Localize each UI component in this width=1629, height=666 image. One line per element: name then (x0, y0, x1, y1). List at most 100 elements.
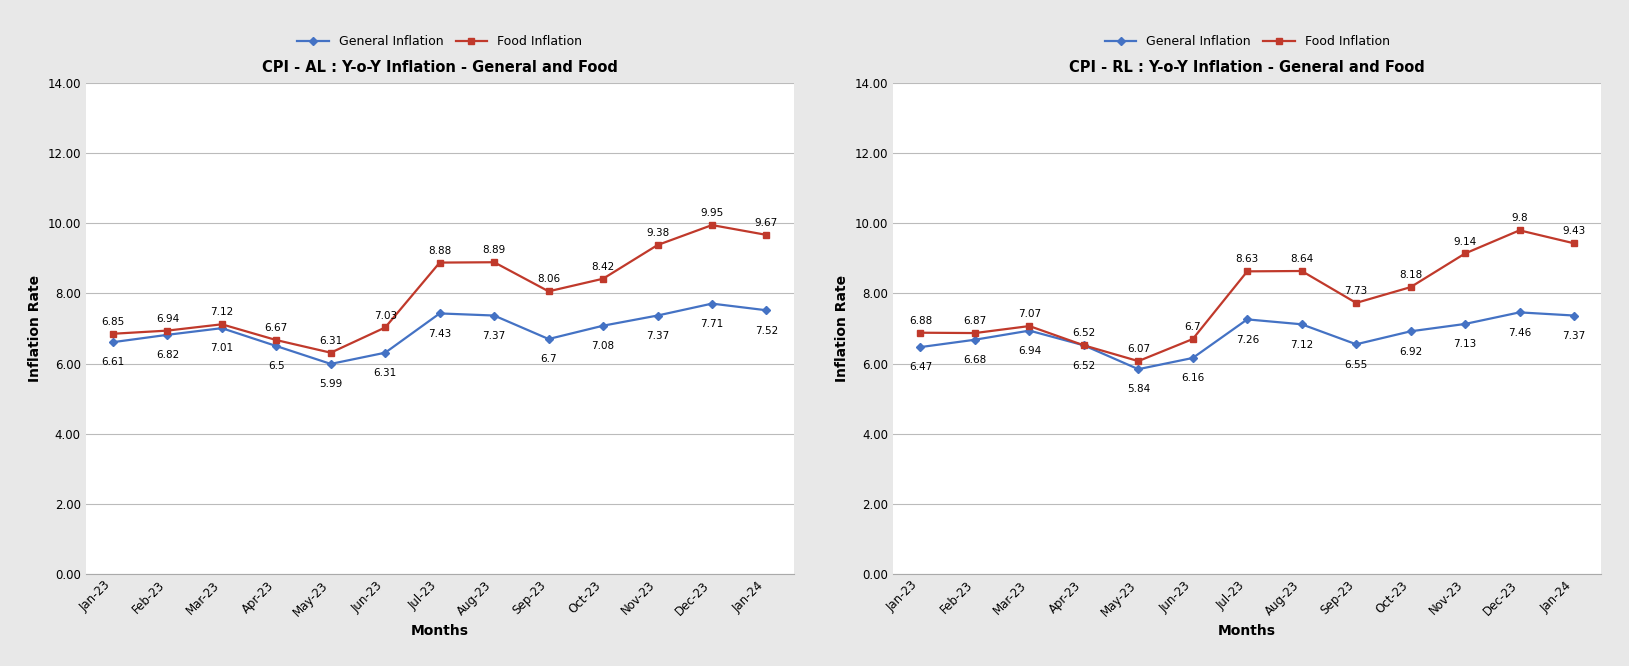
Line: Food Inflation: Food Inflation (109, 222, 769, 356)
Food Inflation (267, 336, 287, 344)
General Inflation (702, 300, 722, 308)
General Inflation (430, 310, 450, 318)
Text: 8.89: 8.89 (482, 245, 505, 255)
Title: CPI - RL : Y-o-Y Inflation - General and Food: CPI - RL : Y-o-Y Inflation - General and… (1069, 60, 1425, 75)
Text: 6.7: 6.7 (1184, 322, 1201, 332)
Text: 6.94: 6.94 (1018, 346, 1041, 356)
Text: 6.82: 6.82 (156, 350, 179, 360)
Text: 6.5: 6.5 (269, 362, 285, 372)
Food Inflation (1129, 357, 1148, 365)
Text: 9.43: 9.43 (1562, 226, 1585, 236)
Text: 6.47: 6.47 (909, 362, 932, 372)
Food Inflation (1510, 226, 1530, 234)
General Inflation (911, 343, 930, 351)
General Inflation (321, 360, 340, 368)
Food Inflation (1401, 283, 1420, 291)
General Inflation (1564, 312, 1583, 320)
Text: 6.67: 6.67 (264, 323, 288, 333)
Food Inflation (593, 274, 613, 282)
General Inflation (648, 312, 668, 320)
Legend: General Inflation, Food Inflation: General Inflation, Food Inflation (292, 31, 586, 53)
Text: 6.94: 6.94 (156, 314, 179, 324)
Food Inflation (911, 329, 930, 337)
Text: 6.7: 6.7 (541, 354, 557, 364)
Text: 9.8: 9.8 (1512, 213, 1528, 223)
Food Inflation (648, 241, 668, 249)
Text: 7.26: 7.26 (1236, 335, 1259, 345)
Text: 6.52: 6.52 (1072, 360, 1095, 370)
Food Inflation (702, 221, 722, 229)
General Inflation (593, 322, 613, 330)
Text: 7.08: 7.08 (591, 341, 614, 351)
Text: 7.03: 7.03 (373, 310, 397, 320)
Text: 7.37: 7.37 (645, 331, 670, 341)
General Inflation (1074, 342, 1093, 350)
Text: 6.61: 6.61 (101, 358, 124, 368)
Text: 7.46: 7.46 (1508, 328, 1531, 338)
Text: 6.87: 6.87 (963, 316, 987, 326)
Y-axis label: Inflation Rate: Inflation Rate (836, 275, 849, 382)
Food Inflation (1238, 267, 1258, 275)
Text: 7.43: 7.43 (428, 329, 451, 339)
Food Inflation (430, 258, 450, 266)
Food Inflation (375, 324, 394, 332)
Y-axis label: Inflation Rate: Inflation Rate (28, 275, 42, 382)
General Inflation (375, 349, 394, 357)
Text: 7.01: 7.01 (210, 344, 233, 354)
Line: General Inflation: General Inflation (109, 300, 769, 367)
Text: 6.85: 6.85 (101, 317, 124, 327)
Text: 7.71: 7.71 (700, 319, 723, 329)
Food Inflation (1020, 322, 1039, 330)
General Inflation (1238, 316, 1258, 324)
Line: Food Inflation: Food Inflation (917, 227, 1577, 364)
Food Inflation (103, 330, 122, 338)
Text: 9.67: 9.67 (754, 218, 779, 228)
Text: 6.68: 6.68 (963, 355, 987, 365)
General Inflation (1510, 308, 1530, 316)
General Inflation (1455, 320, 1474, 328)
Food Inflation (1455, 250, 1474, 258)
Text: 6.31: 6.31 (319, 336, 342, 346)
X-axis label: Months: Months (1218, 624, 1276, 638)
General Inflation (103, 338, 122, 346)
Text: 8.63: 8.63 (1236, 254, 1259, 264)
Food Inflation (1564, 239, 1583, 247)
Text: 7.13: 7.13 (1453, 339, 1478, 349)
General Inflation (212, 324, 231, 332)
General Inflation (267, 342, 287, 350)
Food Inflation (756, 231, 775, 239)
General Inflation (484, 312, 503, 320)
Food Inflation (321, 349, 340, 357)
Text: 9.95: 9.95 (700, 208, 723, 218)
Food Inflation (964, 329, 984, 337)
Text: 6.52: 6.52 (1072, 328, 1095, 338)
Text: 8.18: 8.18 (1399, 270, 1422, 280)
General Inflation (1292, 320, 1311, 328)
Food Inflation (1292, 267, 1311, 275)
Text: 7.12: 7.12 (1290, 340, 1313, 350)
General Inflation (1347, 340, 1367, 348)
Text: 9.14: 9.14 (1453, 236, 1478, 246)
Text: 9.38: 9.38 (645, 228, 670, 238)
Food Inflation (1183, 335, 1202, 343)
Text: 7.12: 7.12 (210, 307, 233, 318)
Text: 7.52: 7.52 (754, 326, 779, 336)
General Inflation (1183, 354, 1202, 362)
Text: 8.42: 8.42 (591, 262, 614, 272)
Text: 7.37: 7.37 (482, 331, 505, 341)
General Inflation (158, 331, 178, 339)
Text: 8.64: 8.64 (1290, 254, 1313, 264)
Text: 6.88: 6.88 (909, 316, 932, 326)
Text: 6.31: 6.31 (373, 368, 397, 378)
General Inflation (1129, 365, 1148, 373)
Text: 6.07: 6.07 (1127, 344, 1150, 354)
Text: 7.73: 7.73 (1344, 286, 1368, 296)
X-axis label: Months: Months (411, 624, 469, 638)
Food Inflation (1347, 299, 1367, 307)
Text: 6.55: 6.55 (1344, 360, 1368, 370)
Text: 7.37: 7.37 (1562, 331, 1585, 341)
Text: 5.84: 5.84 (1127, 384, 1150, 394)
Legend: General Inflation, Food Inflation: General Inflation, Food Inflation (1100, 31, 1394, 53)
General Inflation (1401, 327, 1420, 335)
Food Inflation (539, 287, 559, 295)
